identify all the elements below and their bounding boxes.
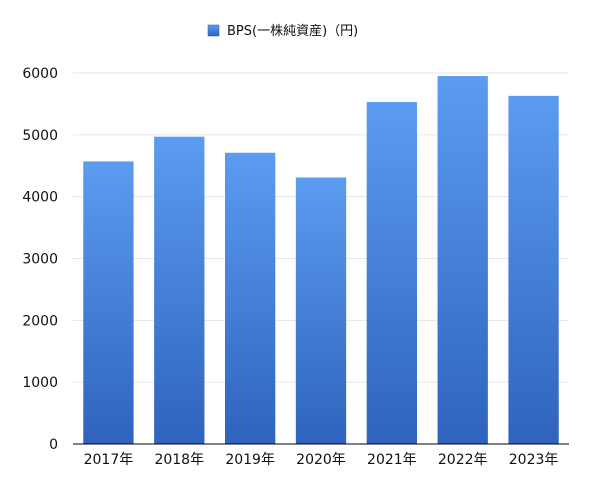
bar-2018年 <box>154 136 205 444</box>
bar-2019年 <box>224 152 276 444</box>
y-axis-tick-labels: 0 1000 2000 3000 4000 5000 6000 <box>22 66 58 453</box>
legend: BPS(一株純資産)（円) <box>207 23 358 39</box>
bar-2020年 <box>295 177 347 444</box>
x-tick-label: 2022年 <box>438 452 488 468</box>
x-axis-tick-labels: 2017年 2018年 2019年 2020年 2021年 2022年 2023年 <box>84 452 559 468</box>
x-tick-label: 2020年 <box>296 452 346 468</box>
x-tick-label: 2019年 <box>225 452 275 468</box>
bar-2022年 <box>437 76 488 444</box>
x-tick-label: 2017年 <box>84 452 134 468</box>
bar-2021年 <box>366 102 418 444</box>
x-tick-label: 2018年 <box>154 452 204 468</box>
legend-swatch <box>207 24 220 37</box>
y-tick-label: 2000 <box>22 313 58 329</box>
x-tick-label: 2021年 <box>367 452 417 468</box>
bar-2017年 <box>83 161 134 444</box>
y-tick-label: 6000 <box>22 66 58 82</box>
bar-2023年 <box>508 95 559 445</box>
bars <box>83 76 559 445</box>
legend-label: BPS(一株純資産)（円) <box>227 23 358 39</box>
y-tick-label: 0 <box>49 437 58 453</box>
x-tick-label: 2023年 <box>509 452 559 468</box>
y-tick-label: 1000 <box>22 375 58 391</box>
y-tick-label: 3000 <box>22 252 58 268</box>
y-tick-label: 5000 <box>22 128 58 144</box>
y-tick-label: 4000 <box>22 190 58 206</box>
